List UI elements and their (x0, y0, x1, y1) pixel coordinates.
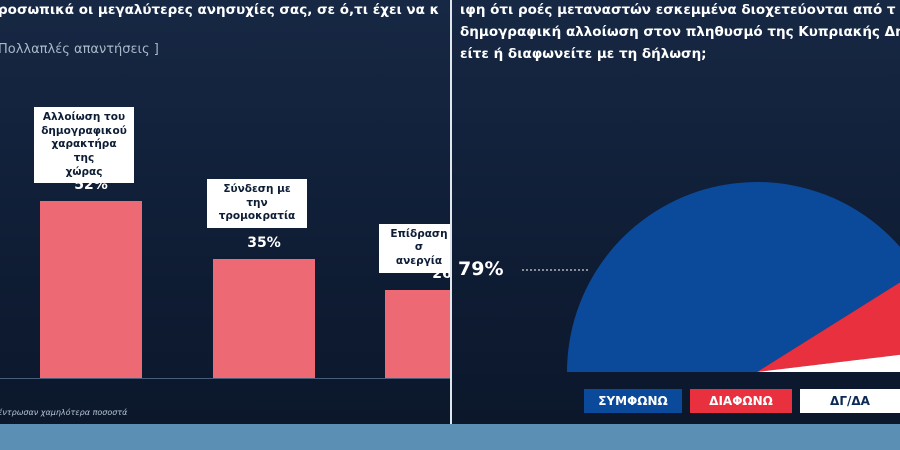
bar-2 (213, 259, 315, 378)
bar-category-label-3: Επίδραση σ ανεργία (379, 223, 450, 273)
pie-slice-agree (567, 182, 900, 372)
pie-chart-panel: ιφη ότι ροές μεταναστών εσκεμμένα διοχετ… (452, 0, 900, 450)
bar-category-label-1: Αλλοίωση του δημογραφικού χαρακτήρα της χώρ… (34, 107, 134, 184)
panel-divider (450, 0, 452, 450)
footnote: έντρωσαν χαμηλότερα ποσοστά (0, 408, 128, 417)
question-line-1: ιφη ότι ροές μεταναστών εσκεμμένα διοχετ… (460, 2, 896, 18)
legend-agree: ΣΥΜΦΩΝΩ (584, 389, 682, 413)
pie-slice-dont-know (757, 354, 900, 372)
bar-1 (40, 201, 142, 378)
legend-disagree: ΔΙΑΦΩΝΩ (690, 389, 792, 413)
question-line-2: δημογραφική αλλοίωση στον πληθυσμό της Κ… (460, 24, 900, 40)
pie-slice-disagree (757, 282, 900, 372)
question-text: ροσωπικά οι μεγαλύτερες ανησυχίες σας, σ… (0, 2, 440, 18)
legend-dont-know: ΔΓ/ΔΑ (800, 389, 900, 413)
footer-band (0, 424, 900, 450)
agree-percentage-label: 79% (458, 258, 504, 280)
bar-3 (385, 289, 450, 378)
bar-category-label-2: Σύνδεση με την τρομοκρατία (207, 179, 307, 228)
x-axis-line (0, 378, 450, 379)
pie-chart (522, 182, 900, 372)
bar-value-label-2: 35% (247, 235, 281, 251)
bar-chart-panel: ροσωπικά οι μεγαλύτερες ανησυχίες σας, σ… (0, 0, 450, 450)
multiple-answers-note: Πολλαπλές απαντήσεις ] (0, 42, 159, 57)
question-line-3: είτε ή διαφωνείτε με τη δήλωση; (460, 46, 707, 62)
